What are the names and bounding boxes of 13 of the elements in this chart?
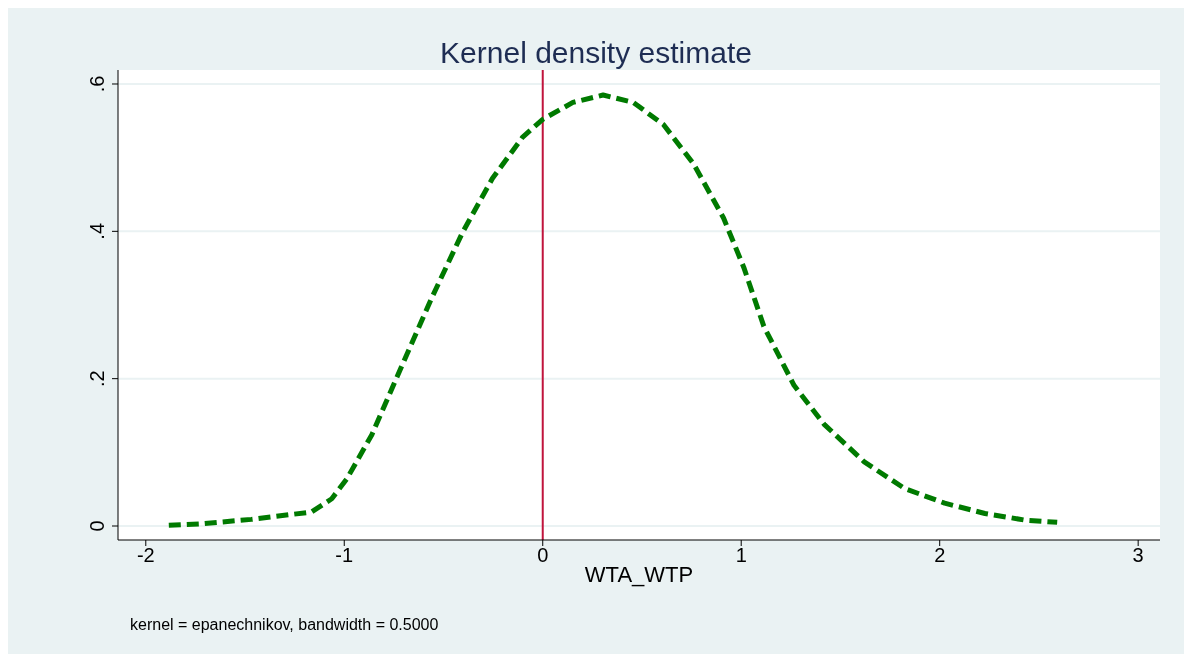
x-tick-label: 2 [934, 544, 946, 567]
x-axis-title: WTA_WTP [584, 562, 694, 587]
text: kernel = epanechnikov, bandwidth = 0.5000 [130, 616, 439, 634]
x-tick-label: 3 [1132, 544, 1144, 567]
chart-title: Kernel density estimate [439, 36, 753, 70]
y-tick-label: .2 [86, 370, 108, 388]
x-tick-label: -1 [335, 544, 354, 567]
x-tick-label: 1 [735, 544, 747, 567]
y-tick-label: .6 [86, 75, 108, 93]
x-tick-label: 0 [537, 544, 549, 567]
x-tick-label: -2 [136, 544, 155, 567]
y-tick-label: .4 [86, 222, 108, 240]
y-tick-label: 0 [86, 520, 108, 532]
